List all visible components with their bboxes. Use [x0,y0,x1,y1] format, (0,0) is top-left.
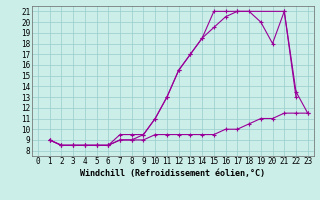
X-axis label: Windchill (Refroidissement éolien,°C): Windchill (Refroidissement éolien,°C) [80,169,265,178]
